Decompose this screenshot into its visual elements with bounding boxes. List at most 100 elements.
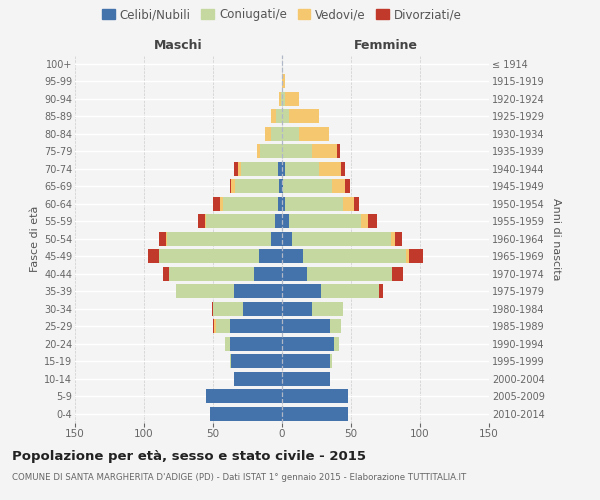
Bar <box>231 179 235 194</box>
Bar <box>285 196 343 211</box>
Bar <box>391 232 395 246</box>
Bar <box>278 196 282 211</box>
Bar <box>205 214 206 228</box>
Bar <box>313 144 337 158</box>
Bar <box>176 284 234 298</box>
Bar <box>212 302 213 316</box>
Bar <box>395 232 402 246</box>
Bar <box>299 126 329 141</box>
Bar <box>346 179 350 194</box>
Bar <box>320 284 379 298</box>
Text: Femmine: Femmine <box>353 40 418 52</box>
Bar <box>241 162 278 176</box>
Bar <box>213 319 214 334</box>
Bar <box>282 266 307 281</box>
Bar <box>282 179 283 194</box>
Bar <box>354 196 359 211</box>
Bar <box>409 249 423 264</box>
Bar <box>277 109 282 124</box>
Bar <box>332 179 346 194</box>
Bar <box>282 389 348 404</box>
Bar <box>230 179 231 194</box>
Bar <box>238 162 241 176</box>
Bar <box>159 232 166 246</box>
Bar <box>234 162 238 176</box>
Bar <box>282 354 331 368</box>
Bar <box>220 196 223 211</box>
Bar <box>234 372 282 386</box>
Bar <box>282 92 285 106</box>
Bar <box>379 284 383 298</box>
Bar <box>244 302 282 316</box>
Bar <box>282 336 334 351</box>
Bar <box>292 232 391 246</box>
Bar <box>206 389 282 404</box>
Bar <box>331 354 332 368</box>
Bar <box>282 249 303 264</box>
Bar <box>282 319 331 334</box>
Bar <box>234 284 282 298</box>
Bar <box>282 232 292 246</box>
Bar <box>282 284 320 298</box>
Bar <box>282 109 289 124</box>
Text: COMUNE DI SANTA MARGHERITA D'ADIGE (PD) - Dati ISTAT 1° gennaio 2015 - Elaborazi: COMUNE DI SANTA MARGHERITA D'ADIGE (PD) … <box>12 472 466 482</box>
Bar <box>368 214 377 228</box>
Bar <box>226 336 230 351</box>
Bar <box>148 249 159 264</box>
Bar <box>159 249 259 264</box>
Bar <box>230 336 282 351</box>
Bar <box>406 249 409 264</box>
Bar <box>281 92 282 106</box>
Bar <box>231 354 282 368</box>
Bar <box>285 162 319 176</box>
Bar <box>271 232 282 246</box>
Bar <box>334 336 338 351</box>
Y-axis label: Anni di nascita: Anni di nascita <box>551 198 562 280</box>
Bar <box>223 196 278 211</box>
Bar <box>278 162 282 176</box>
Bar <box>289 109 319 124</box>
Bar <box>303 249 406 264</box>
Bar <box>282 144 313 158</box>
Bar <box>210 406 282 421</box>
Bar <box>259 249 282 264</box>
Bar <box>265 126 271 141</box>
Bar <box>341 162 346 176</box>
Bar <box>213 196 220 211</box>
Bar <box>337 144 340 158</box>
Bar <box>361 214 368 228</box>
Bar <box>283 179 332 194</box>
Bar <box>271 126 282 141</box>
Bar <box>235 179 279 194</box>
Bar <box>163 266 169 281</box>
Bar <box>254 266 282 281</box>
Y-axis label: Fasce di età: Fasce di età <box>29 206 40 272</box>
Bar <box>282 126 299 141</box>
Bar <box>282 372 331 386</box>
Bar <box>260 144 282 158</box>
Bar <box>275 214 282 228</box>
Bar <box>230 354 231 368</box>
Bar <box>279 179 282 194</box>
Bar <box>331 319 341 334</box>
Bar <box>282 214 289 228</box>
Bar <box>279 92 281 106</box>
Bar <box>206 214 275 228</box>
Bar <box>213 302 244 316</box>
Bar <box>343 196 354 211</box>
Bar <box>167 232 271 246</box>
Bar <box>307 266 392 281</box>
Text: Maschi: Maschi <box>154 40 203 52</box>
Bar <box>289 214 361 228</box>
Bar <box>257 144 260 158</box>
Bar <box>169 266 254 281</box>
Bar <box>282 406 348 421</box>
Bar <box>271 109 277 124</box>
Bar <box>285 92 299 106</box>
Bar <box>216 319 230 334</box>
Text: Popolazione per età, sesso e stato civile - 2015: Popolazione per età, sesso e stato civil… <box>12 450 366 463</box>
Bar <box>313 302 343 316</box>
Bar <box>282 162 285 176</box>
Bar <box>319 162 341 176</box>
Legend: Celibi/Nubili, Coniugati/e, Vedovi/e, Divorziati/e: Celibi/Nubili, Coniugati/e, Vedovi/e, Di… <box>97 4 467 26</box>
